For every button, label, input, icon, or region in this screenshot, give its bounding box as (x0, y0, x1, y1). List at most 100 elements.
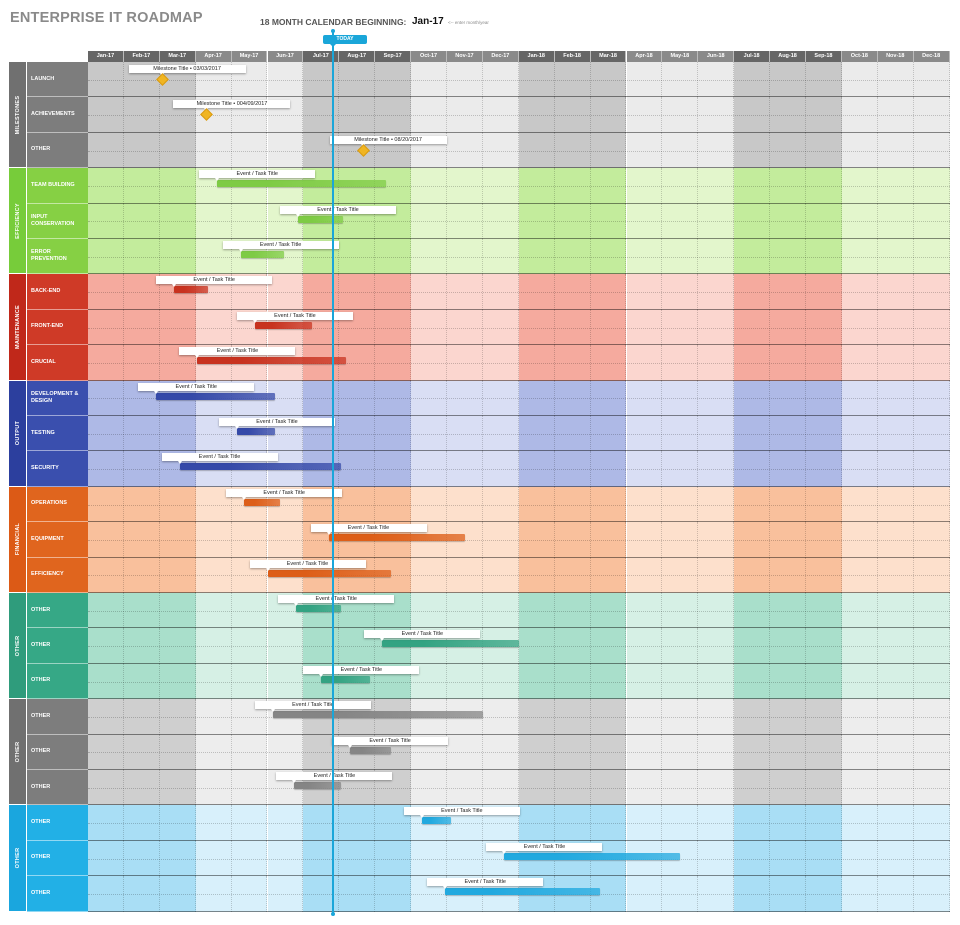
milestone-label[interactable]: Milestone Title • 004/09/2017 (173, 100, 291, 112)
task-bar[interactable] (294, 782, 342, 789)
month-cell (770, 734, 806, 770)
row-label: DEVELOPMENT & DESIGN (27, 380, 88, 416)
task-bar[interactable] (267, 569, 392, 577)
month-cell (411, 557, 447, 593)
month-cell (231, 770, 268, 806)
month-cell (590, 522, 627, 558)
section-label: MILESTONES (9, 62, 26, 168)
month-cell (841, 770, 878, 806)
month-cell (913, 97, 950, 133)
task-label[interactable]: Event / Task Title (138, 382, 255, 394)
task-label[interactable]: Event / Task Title (218, 418, 335, 429)
task-title: Event / Task Title (286, 560, 329, 567)
month-cell (662, 97, 699, 133)
task-label[interactable]: Event / Task Title (280, 205, 396, 217)
calendar-start-field[interactable]: Jan-17 (412, 16, 444, 27)
task-bar[interactable] (321, 675, 370, 683)
task-label[interactable]: Event / Task Title (303, 665, 420, 677)
task-label[interactable]: Event / Task Title (249, 559, 366, 571)
month-cell (518, 239, 555, 275)
month-cell (411, 239, 447, 275)
month-cell (159, 699, 196, 735)
task-bar[interactable] (382, 640, 519, 648)
month-cell (770, 274, 806, 310)
task-label[interactable]: Event / Task Title (364, 630, 481, 642)
task-bar[interactable] (156, 392, 275, 400)
milestone-date: 004/09/2017 (236, 101, 268, 108)
task-label[interactable]: Event / Task Title (161, 453, 278, 465)
month-cell (806, 805, 842, 841)
task-bar[interactable] (504, 852, 681, 860)
month-cell (626, 416, 663, 452)
milestone-label[interactable]: Milestone Title • 03/03/2017 (128, 65, 246, 76)
task-bar[interactable] (298, 215, 343, 223)
task-bar[interactable] (421, 817, 451, 825)
month-cell (913, 239, 950, 275)
task-bar[interactable] (179, 463, 342, 471)
month-header: Aug-18 (770, 51, 806, 62)
task-bar[interactable] (240, 251, 284, 258)
row-divider-dotted (88, 539, 950, 541)
month-cell (877, 840, 914, 877)
month-cell (590, 734, 627, 770)
task-bar[interactable] (197, 357, 347, 365)
month-cell (662, 309, 699, 346)
month-cell (913, 805, 950, 841)
task-bar[interactable] (296, 605, 342, 612)
task-label[interactable]: Event / Task Title (156, 276, 273, 288)
today-badge: TODAY (323, 35, 367, 47)
task-label[interactable]: Event / Task Title (254, 701, 371, 713)
month-cell (123, 168, 160, 204)
month-cell (554, 274, 591, 310)
row-label: CRUCIAL (27, 345, 88, 381)
task-label[interactable]: Event / Task Title (179, 347, 296, 359)
task-bar[interactable] (350, 746, 392, 754)
month-cell (698, 805, 735, 841)
task-label[interactable]: Event / Task Title (310, 524, 427, 536)
month-cell (626, 593, 663, 629)
month-cell (698, 663, 735, 700)
task-bar[interactable] (217, 180, 386, 188)
month-cell (626, 663, 663, 700)
month-cell (195, 309, 232, 346)
task-bar[interactable] (236, 428, 275, 435)
month-cell (662, 451, 699, 487)
task-label[interactable]: Event / Task Title (222, 241, 339, 252)
task-bar[interactable] (254, 321, 313, 329)
task-label[interactable]: Event / Task Title (199, 170, 316, 182)
month-cell (626, 451, 663, 487)
month-cell (913, 876, 950, 912)
month-cell (231, 203, 268, 239)
task-bar[interactable] (328, 534, 465, 542)
month-cell (518, 486, 555, 523)
task-label[interactable]: Event / Task Title (332, 736, 449, 748)
month-cell (267, 876, 304, 912)
month-cell (88, 345, 124, 381)
task-label[interactable]: Event / Task Title (427, 878, 544, 890)
task-bar[interactable] (244, 498, 281, 506)
month-cell (626, 876, 663, 912)
month-cell (590, 805, 627, 841)
task-bar[interactable] (174, 286, 209, 294)
task-bar[interactable] (272, 711, 483, 719)
month-header: Feb-17 (123, 51, 160, 62)
task-label[interactable]: Event / Task Title (278, 595, 395, 606)
task-label[interactable]: Event / Task Title (276, 772, 393, 783)
month-cell (913, 345, 950, 381)
month-cell (195, 699, 232, 735)
milestone-label[interactable]: Milestone Title • 08/20/2017 (329, 135, 447, 147)
month-cell (841, 522, 878, 558)
task-bar[interactable] (445, 888, 600, 896)
row-divider (88, 379, 950, 381)
month-cell (482, 486, 519, 523)
task-label[interactable]: Event / Task Title (236, 311, 353, 323)
today-marker-end (331, 912, 335, 916)
task-label[interactable]: Event / Task Title (486, 842, 603, 854)
row-divider-dotted (88, 398, 950, 400)
task-label[interactable]: Event / Task Title (403, 807, 520, 819)
month-cell (88, 62, 124, 98)
month-header: Dec-18 (913, 51, 950, 62)
month-cell (913, 416, 950, 452)
section-label-text: MILESTONES (14, 95, 21, 134)
task-label[interactable]: Event / Task Title (226, 488, 343, 500)
